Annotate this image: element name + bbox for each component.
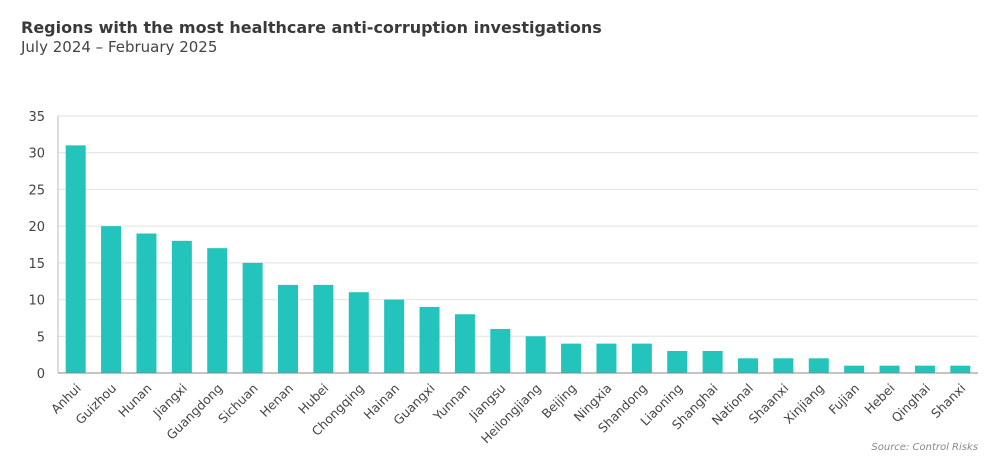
bar-anhui [65,145,86,373]
x-tick-label: Yunnan [430,381,474,425]
bar-sichuan [242,262,263,373]
bar-national [738,358,758,373]
bar-heilongjiang [525,336,546,373]
bar-yunnan [454,314,475,373]
bar-shanxi [950,365,971,373]
y-tick-label: 35 [28,110,45,125]
bar-jiangsu [490,328,511,373]
bar-hunan [136,233,157,373]
y-tick-label: 20 [28,220,45,235]
chart-title: Regions with the most healthcare anti-co… [21,18,602,37]
x-tick-label: Shanxi [928,381,969,422]
bar-xinjiang [808,358,829,373]
bar-hainan [384,299,405,373]
x-tick-label: Fujian [826,381,863,418]
y-tick-label: 15 [28,257,45,272]
bar-guizhou [101,226,122,373]
y-tick-label: 5 [37,330,45,345]
bar-guangxi [419,306,440,373]
bar-qinghai [914,365,935,373]
y-tick-label: 0 [37,367,45,382]
source-note: Source: Control Risks [871,442,978,453]
bar-shandong [631,343,652,373]
bar-beijing [561,343,582,373]
bar-jiangxi [171,240,192,373]
bar-ningxia [596,343,617,373]
y-tick-label: 25 [28,183,45,198]
bar-chongqing [348,292,369,373]
x-tick-label: Qinghai [888,381,933,426]
y-tick-label: 30 [28,147,45,162]
x-tick-label: Sichuan [215,381,261,427]
x-tick-label: Hunan [115,381,154,420]
bar-hebei [879,365,900,373]
bar-liaoning [667,350,688,373]
y-tick-label: 10 [28,294,45,309]
bar-shaanxi [773,358,794,373]
bar-hubei [313,284,334,373]
x-tick-label: Henan [257,381,296,420]
bar-shanghai [702,350,723,373]
bar-henan [278,284,298,373]
bar-fujian [844,365,865,373]
bar-guangdong [207,248,228,373]
chart-subtitle: July 2024 – February 2025 [21,38,218,56]
